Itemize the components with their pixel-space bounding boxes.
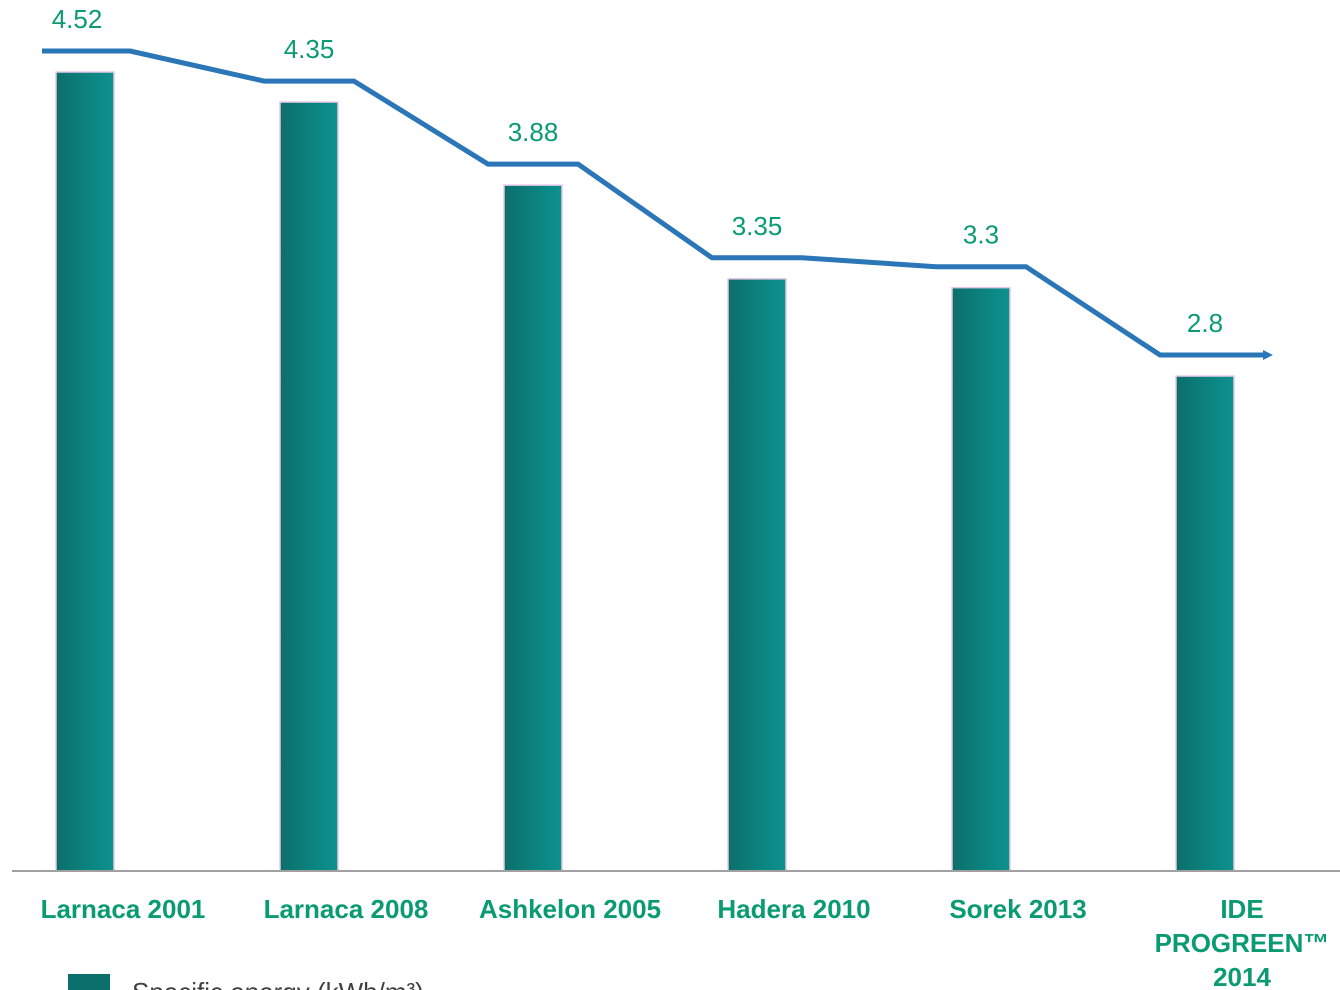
legend: Specific energy (kWh/m³) [68,974,424,990]
value-label-2: 4.35 [284,34,335,64]
bars-layer [55,71,1235,872]
value-labels-layer: 4.52 4.35 3.88 3.35 3.3 2.8 [52,4,1223,338]
category-label-1: Larnaca 2001 [41,894,206,924]
value-label-3: 3.88 [508,117,559,147]
value-label-4: 3.35 [732,211,783,241]
bar-4 [727,278,787,872]
bar-1 [55,71,115,872]
category-label-5: Sorek 2013 [949,894,1086,924]
trend-line [42,48,1273,360]
category-label-4: Hadera 2010 [717,894,870,924]
value-label-6: 2.8 [1187,308,1223,338]
bar-2 [279,101,339,872]
category-label-3: Ashkelon 2005 [479,894,661,924]
legend-label: Specific energy (kWh/m³) [132,977,424,990]
bar-3 [503,184,563,872]
legend-swatch [68,974,110,990]
value-label-5: 3.3 [963,220,999,250]
bar-6 [1175,375,1235,872]
value-label-1: 4.52 [52,4,103,34]
category-label-2: Larnaca 2008 [264,894,429,924]
bar-5 [951,286,1011,872]
category-labels-layer: Larnaca 2001 Larnaca 2008 Ashkelon 2005 Had… [41,894,1330,990]
category-label-6: IDE PROGREEN™ 2014 [1155,894,1330,990]
